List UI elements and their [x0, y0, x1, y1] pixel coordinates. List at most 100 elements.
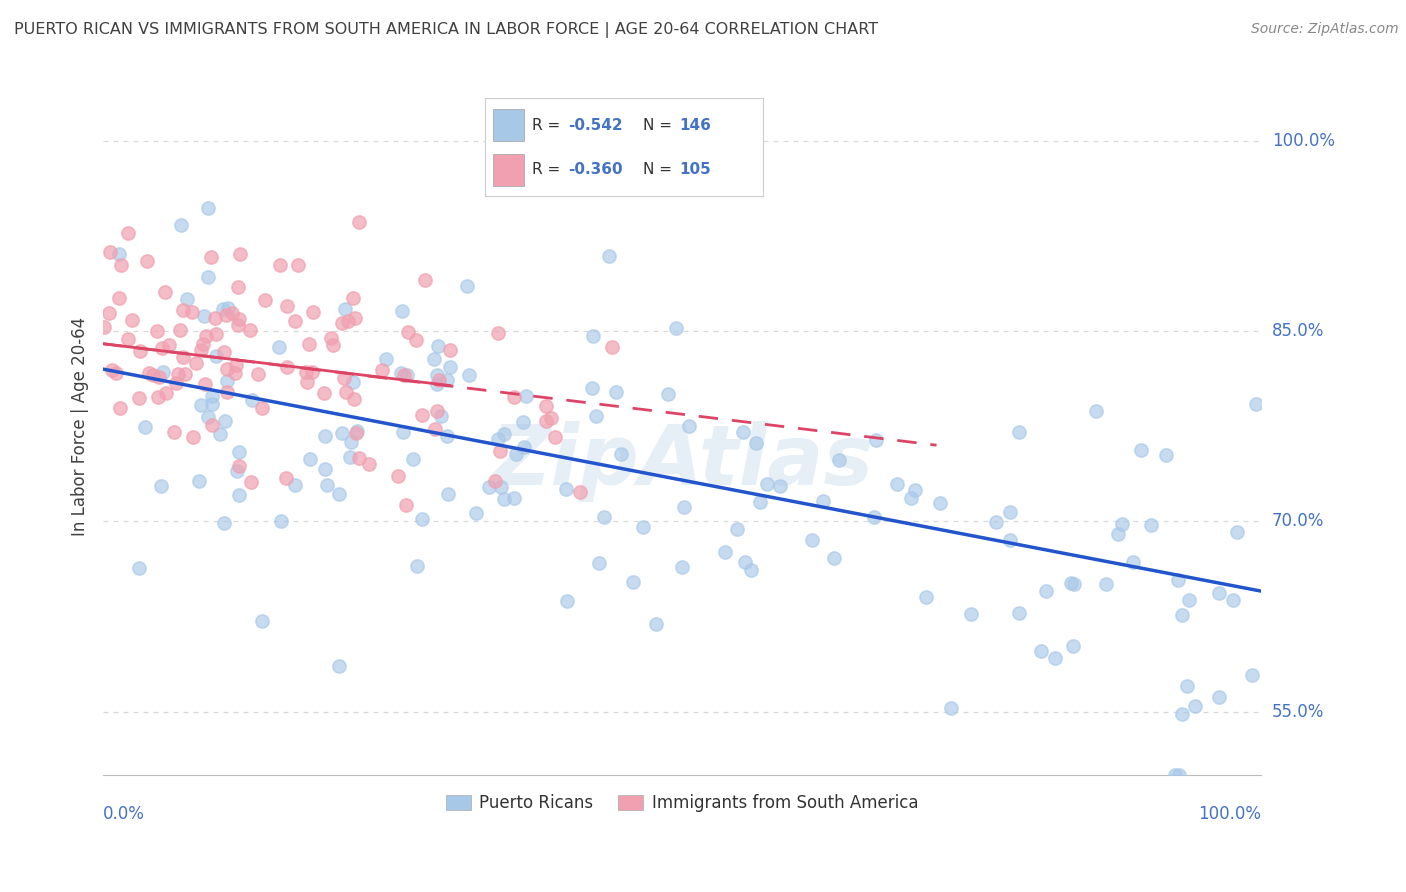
Point — [1167, 573, 1189, 587]
Point — [225, 358, 247, 372]
Point — [181, 429, 204, 443]
Point — [228, 488, 250, 502]
Point — [101, 363, 124, 377]
Point — [134, 420, 156, 434]
Point — [588, 556, 610, 570]
Point — [1240, 668, 1263, 682]
Point — [986, 516, 1008, 530]
Point — [1008, 425, 1031, 440]
Point — [671, 560, 693, 574]
Point — [731, 425, 754, 439]
Point — [108, 291, 131, 305]
Point — [801, 533, 824, 547]
Point — [725, 522, 748, 536]
Point — [347, 215, 370, 229]
Point — [136, 254, 159, 268]
Point — [998, 505, 1021, 519]
Point — [631, 520, 654, 534]
Point — [314, 429, 336, 443]
Point — [405, 333, 427, 347]
Point — [284, 478, 307, 492]
Text: 85.0%: 85.0% — [1272, 322, 1324, 340]
Point — [426, 339, 449, 353]
Point — [197, 201, 219, 215]
Point — [169, 323, 191, 337]
Point — [402, 452, 425, 467]
Point — [396, 368, 419, 382]
Text: 100.0%: 100.0% — [1272, 132, 1334, 150]
Point — [212, 345, 235, 359]
Point — [328, 659, 350, 673]
Point — [544, 430, 567, 444]
Point — [621, 575, 644, 590]
Point — [1171, 707, 1194, 722]
Point — [238, 323, 260, 337]
Point — [1062, 639, 1084, 653]
Point — [181, 305, 204, 319]
Point — [267, 340, 290, 354]
Point — [162, 425, 184, 439]
Point — [172, 350, 194, 364]
Point — [568, 485, 591, 500]
Text: PUERTO RICAN VS IMMIGRANTS FROM SOUTH AMERICA IN LABOR FORCE | AGE 20-64 CORRELA: PUERTO RICAN VS IMMIGRANTS FROM SOUTH AM… — [14, 22, 879, 38]
Point — [395, 498, 418, 512]
Point — [217, 384, 239, 399]
Point — [1154, 448, 1177, 462]
Point — [489, 444, 512, 458]
Point — [555, 483, 578, 497]
Point — [534, 414, 557, 428]
Point — [1226, 524, 1249, 539]
Point — [1000, 533, 1022, 548]
Point — [270, 514, 292, 528]
Point — [437, 486, 460, 500]
Point — [346, 424, 368, 438]
Point — [287, 259, 309, 273]
Point — [193, 376, 215, 391]
Point — [1208, 586, 1230, 600]
Point — [314, 386, 336, 401]
Point — [740, 563, 762, 577]
Point — [665, 321, 688, 335]
Point — [391, 425, 413, 439]
Point — [1084, 404, 1107, 418]
Point — [201, 418, 224, 433]
Point — [321, 331, 343, 345]
Text: 100.0%: 100.0% — [1198, 805, 1261, 823]
Point — [439, 343, 461, 357]
Point — [605, 385, 627, 400]
Point — [204, 326, 226, 341]
Point — [239, 475, 262, 489]
Point — [221, 306, 243, 320]
Point — [534, 400, 557, 414]
Point — [252, 615, 274, 629]
Point — [146, 324, 169, 338]
Point — [486, 326, 509, 341]
Point — [915, 591, 938, 605]
Point — [117, 226, 139, 240]
Point — [176, 292, 198, 306]
Point — [1167, 768, 1189, 782]
Point — [502, 491, 524, 506]
Point — [503, 390, 526, 404]
Point — [749, 494, 772, 508]
Point — [138, 366, 160, 380]
Point — [1140, 518, 1163, 533]
Point — [427, 374, 450, 388]
Point — [228, 445, 250, 459]
Point — [322, 338, 344, 352]
Point — [492, 492, 515, 507]
Point — [512, 415, 534, 429]
Point — [193, 309, 215, 323]
Point — [486, 432, 509, 446]
Point — [295, 365, 318, 379]
Text: ZipAtlas: ZipAtlas — [491, 420, 873, 501]
Point — [276, 470, 298, 484]
Text: 70.0%: 70.0% — [1272, 512, 1324, 530]
Point — [1246, 397, 1268, 411]
Point — [1222, 592, 1244, 607]
Point — [212, 516, 235, 530]
Point — [1184, 699, 1206, 714]
Point — [405, 558, 427, 573]
Point — [121, 313, 143, 327]
Point — [391, 367, 413, 381]
